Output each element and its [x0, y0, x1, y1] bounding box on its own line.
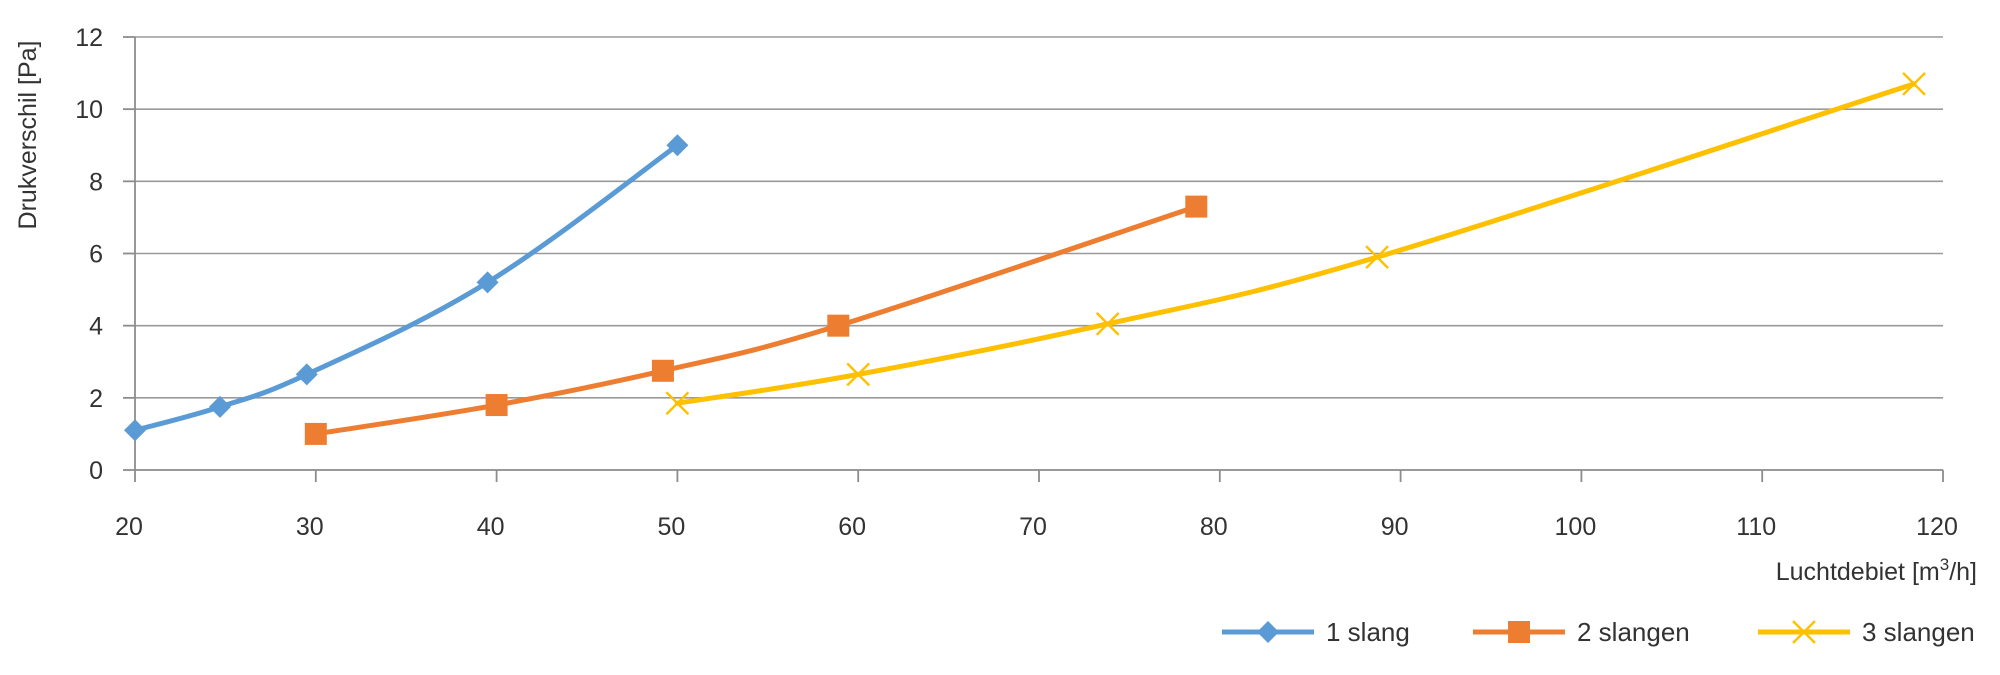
x-tick-label: 110 [1736, 513, 1776, 541]
data-point-3 [846, 362, 871, 387]
y-tick-label: 2 [89, 385, 103, 413]
data-point-3 [1365, 245, 1389, 269]
data-point-3 [1095, 312, 1120, 336]
y-tick-label: 4 [89, 313, 103, 341]
series-line-1 [132, 142, 680, 433]
data-point-3 [1902, 72, 1926, 96]
legend: 1 slang 2 slangen 3 slangen [1222, 617, 1975, 647]
legend-label: 3 slangen [1862, 617, 1975, 647]
series-lines [132, 81, 1917, 437]
y-tick-label: 6 [89, 241, 103, 269]
x-tick-label: 120 [1916, 513, 1958, 541]
y-tick-label: 8 [89, 168, 103, 196]
y-tick-label: 0 [89, 457, 103, 485]
data-point-3 [665, 391, 690, 416]
y-axis-title: Drukverschil [Pa] [14, 41, 42, 230]
x-tick-label: 60 [838, 513, 866, 541]
x-axis-title: Luchtdebiet [m3/h] [1776, 555, 1977, 586]
legend-label: 2 slangen [1577, 617, 1690, 647]
data-markers [124, 72, 1926, 445]
y-tick-label: 10 [75, 96, 103, 124]
series-line-3 [674, 81, 1917, 406]
x-tick-label: 50 [657, 513, 685, 541]
data-point-1 [476, 271, 499, 294]
x-tick-label: 30 [296, 513, 324, 541]
data-point-2 [485, 394, 508, 417]
legend-swatch-marker [1792, 620, 1816, 644]
data-point-1 [124, 419, 146, 442]
data-point-1 [295, 363, 318, 386]
data-point-2 [827, 314, 850, 337]
grid-lines [135, 36, 1943, 399]
legend-entry-3: 3 slangen [1758, 617, 1975, 647]
data-point-2 [304, 422, 327, 445]
legend-label: 1 slang [1326, 617, 1410, 647]
x-tick-label: 90 [1381, 513, 1409, 541]
data-point-2 [651, 359, 674, 382]
series-line-2 [313, 204, 1199, 437]
tick-labels: 0 2 4 6 8 10 12 20 30 40 50 60 70 80 90 100 110 120 [75, 24, 1958, 541]
x-tick-label: 40 [477, 513, 505, 541]
y-tick-label: 12 [75, 24, 103, 52]
x-tick-label: 80 [1200, 513, 1228, 541]
x-tick-label: 20 [115, 513, 143, 541]
axes [123, 36, 1944, 482]
data-point-1 [208, 395, 231, 418]
legend-entry-2: 2 slangen [1473, 617, 1690, 647]
x-tick-label: 100 [1555, 513, 1597, 541]
legend-entry-1: 1 slang [1222, 617, 1410, 647]
legend-swatch-marker [1257, 621, 1279, 643]
x-tick-label: 70 [1019, 513, 1047, 541]
data-point-2 [1185, 195, 1208, 218]
legend-swatch-marker [1508, 621, 1530, 643]
data-point-1 [666, 134, 689, 157]
